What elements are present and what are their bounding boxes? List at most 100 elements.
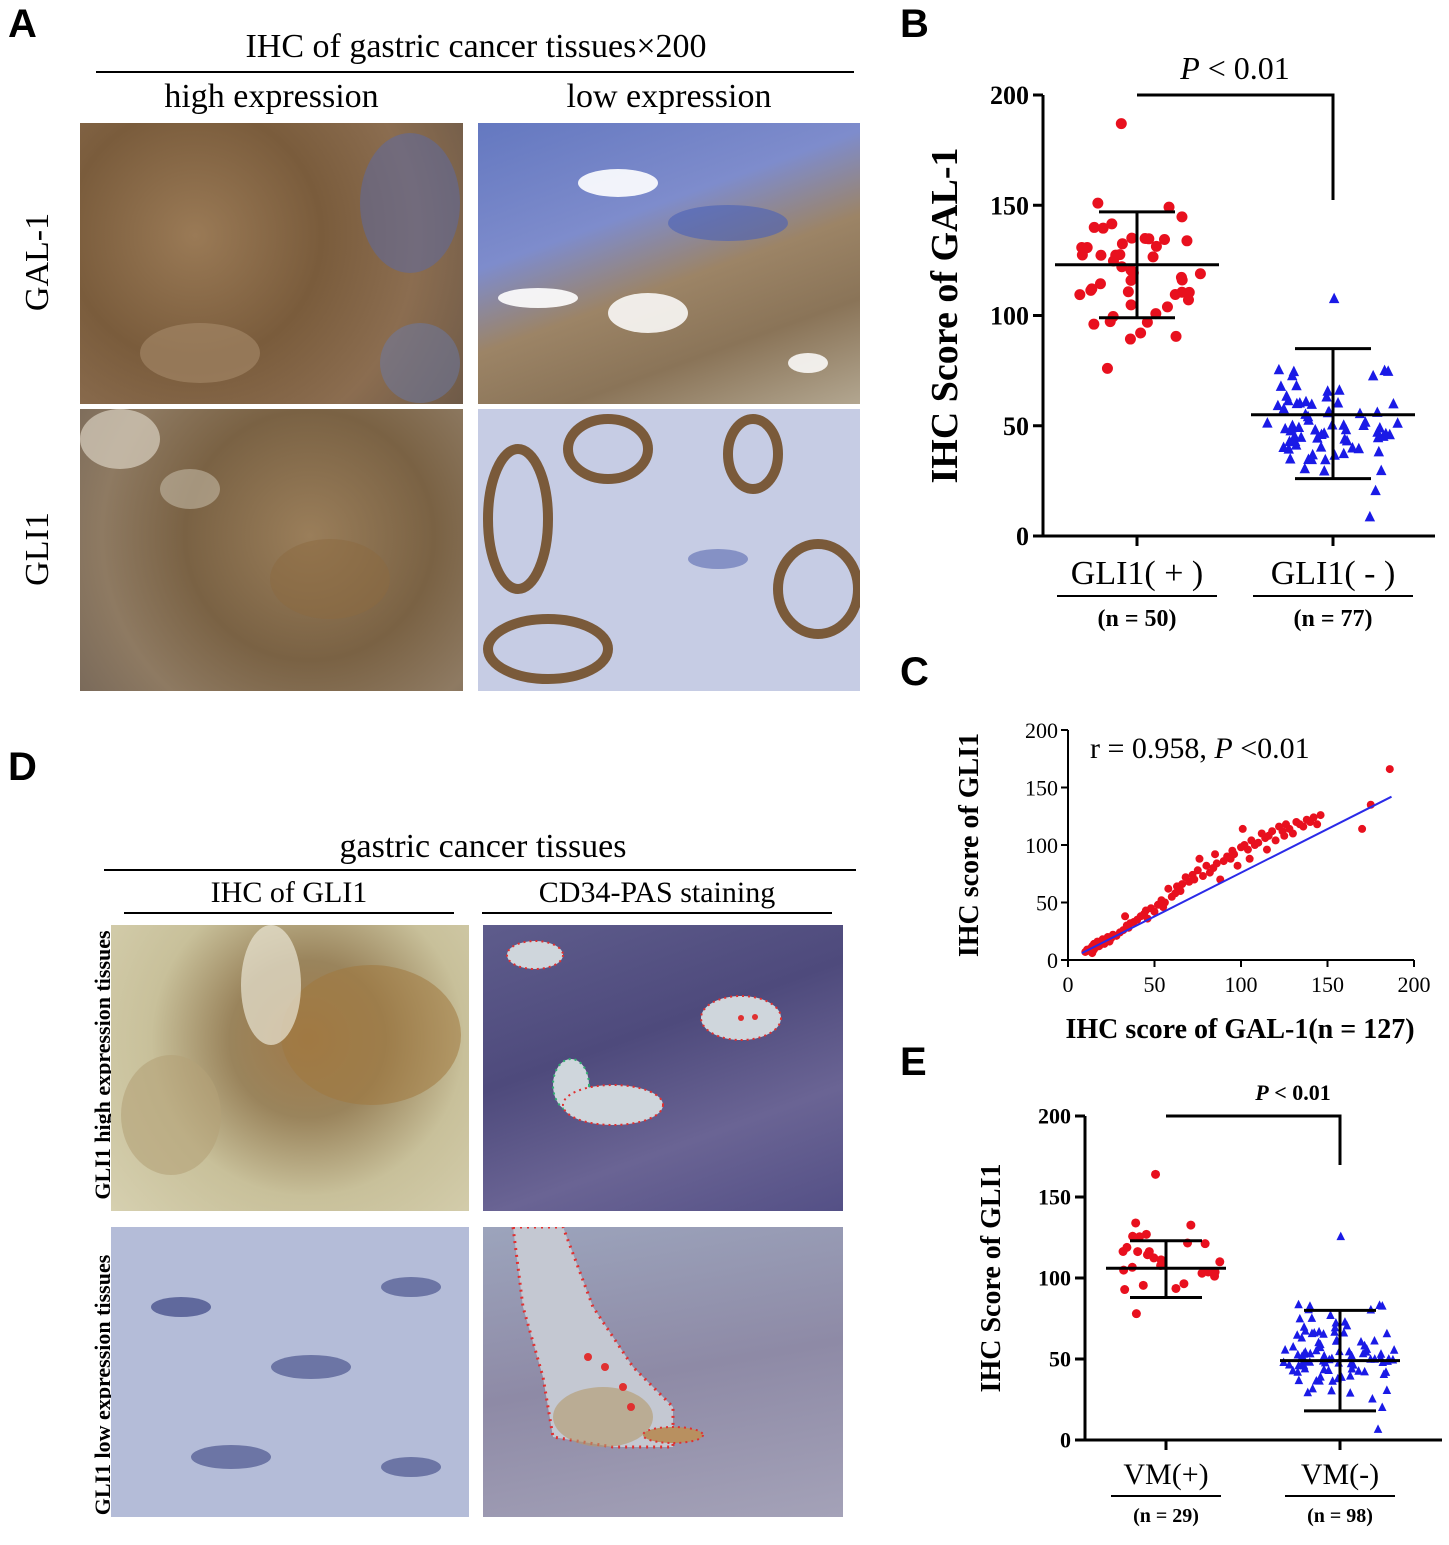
data-point <box>1314 1326 1324 1336</box>
data-point <box>1085 284 1097 296</box>
data-point <box>1336 1231 1346 1241</box>
data-point <box>1160 898 1169 907</box>
data-point <box>1377 1402 1387 1412</box>
data-point <box>1178 880 1187 889</box>
data-point <box>1388 397 1399 409</box>
data-point <box>1316 1372 1325 1381</box>
data-point <box>1310 424 1321 435</box>
data-point <box>1175 271 1187 283</box>
group-n-label: (n = 29) <box>1133 1505 1199 1527</box>
y-tick-label: 0 <box>1047 948 1058 973</box>
data-point <box>1291 379 1302 391</box>
data-point <box>1320 453 1331 465</box>
data-point <box>1356 1336 1366 1346</box>
data-point <box>1299 822 1308 831</box>
chart-b: 0 50 100 150 200 IHC Score of GAL-1 GLI1( + ) (… <box>924 50 1435 632</box>
data-point <box>1202 861 1211 870</box>
data-point <box>1382 1328 1392 1338</box>
data-point <box>1135 327 1147 339</box>
data-point <box>1125 299 1137 311</box>
panel-d-col-ihc: IHC of GLI1 <box>210 876 368 909</box>
regression-line <box>1081 795 1392 954</box>
data-point <box>1307 1313 1317 1322</box>
data-point <box>1358 824 1367 833</box>
data-point <box>1345 1388 1355 1397</box>
data-point <box>1243 845 1252 854</box>
data-point <box>1303 1387 1313 1397</box>
data-point <box>1193 866 1202 875</box>
data-point <box>1141 1229 1151 1239</box>
data-point <box>1330 1322 1340 1332</box>
data-point <box>1364 510 1376 522</box>
data-point <box>1262 417 1273 428</box>
data-point <box>1382 1385 1392 1394</box>
panel-a-col-low: low expression <box>566 78 772 115</box>
data-point <box>1171 1283 1181 1293</box>
data-point <box>1170 330 1182 342</box>
data-point <box>1326 1310 1335 1319</box>
data-point <box>1144 1247 1154 1257</box>
data-point <box>1280 1345 1290 1354</box>
data-point <box>1301 1326 1310 1335</box>
data-point <box>1288 1342 1298 1351</box>
data-point <box>1314 1337 1323 1347</box>
data-point <box>1299 462 1311 474</box>
data-point <box>1120 1285 1130 1295</box>
data-point <box>1268 827 1277 836</box>
data-point <box>1319 465 1330 476</box>
data-point <box>1122 286 1134 298</box>
panel-a-row-gal1: GAL-1 <box>19 212 56 312</box>
data-point <box>1195 854 1204 863</box>
data-point <box>1150 240 1162 252</box>
data-point <box>1215 1257 1225 1267</box>
data-point <box>1161 301 1173 313</box>
data-point <box>1319 1350 1329 1360</box>
data-point <box>1280 831 1289 840</box>
y-tick-label: 100 <box>1038 1266 1071 1291</box>
data-point <box>1332 396 1344 408</box>
data-point <box>1347 441 1358 453</box>
x-tick-label: 50 <box>1144 972 1166 997</box>
data-point <box>1284 1359 1294 1369</box>
micrograph-gal1-high <box>80 123 463 404</box>
data-point <box>1245 854 1254 863</box>
data-point <box>1376 464 1387 476</box>
data-point <box>1141 316 1153 328</box>
data-point <box>1116 238 1128 250</box>
data-point <box>1294 1360 1303 1370</box>
data-point <box>1186 1220 1196 1230</box>
data-point <box>1114 249 1126 261</box>
data-point <box>1331 1317 1341 1327</box>
panel-a-row-gli1: GLI1 <box>19 512 56 586</box>
panel-d-title-rule <box>104 869 856 871</box>
data-point <box>1373 1424 1383 1433</box>
data-point <box>1295 1313 1305 1323</box>
data-point <box>1092 197 1104 209</box>
data-point <box>1299 1360 1309 1370</box>
data-point <box>1133 1247 1143 1257</box>
data-point <box>1163 201 1175 213</box>
data-point <box>1316 428 1327 440</box>
data-point <box>1182 294 1194 306</box>
panel-a-title: IHC of gastric cancer tissues×200 <box>245 28 707 65</box>
data-point <box>1289 430 1300 441</box>
data-point <box>1288 1365 1298 1375</box>
panel-letter-e: E <box>900 1040 927 1084</box>
data-point <box>1392 417 1403 428</box>
data-point <box>1147 251 1159 263</box>
data-point <box>1262 845 1271 854</box>
panel-d-cd34-rule <box>482 912 832 914</box>
data-point <box>1122 1242 1132 1252</box>
data-point <box>1210 1271 1220 1281</box>
data-point <box>1338 419 1349 430</box>
data-point <box>1176 286 1188 298</box>
data-point <box>1309 813 1318 822</box>
category-label: VM(+) <box>1123 1458 1208 1491</box>
data-point <box>1328 292 1340 304</box>
data-point <box>1254 838 1263 847</box>
data-point <box>1338 447 1349 459</box>
y-tick-label: 150 <box>1038 1185 1071 1210</box>
data-point <box>1368 1393 1377 1403</box>
panel-d-ihc-rule <box>124 912 454 914</box>
panel-letter-b: B <box>900 2 929 46</box>
